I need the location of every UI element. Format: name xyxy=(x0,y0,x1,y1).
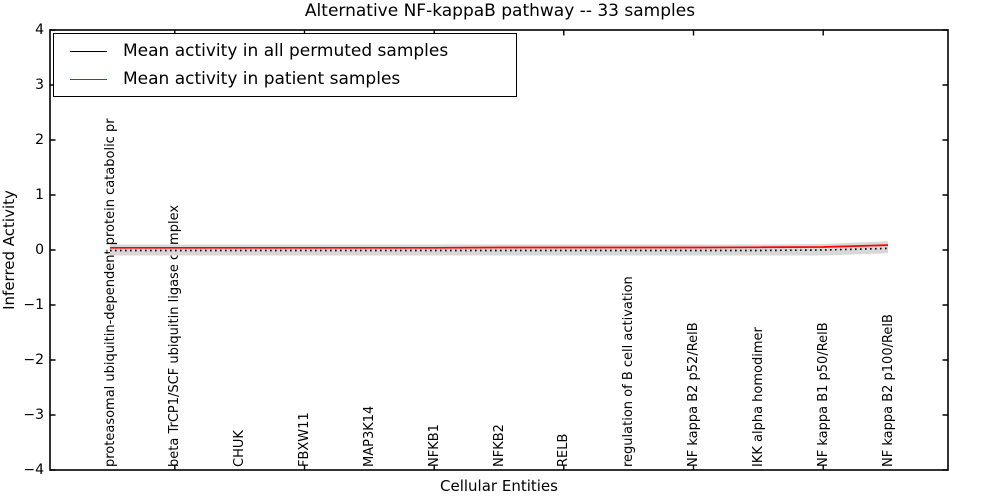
y-tick-label: 4 xyxy=(35,22,44,38)
chart-title: Alternative NF-kappaB pathway -- 33 samp… xyxy=(304,1,696,21)
y-tick-label: −4 xyxy=(23,462,44,478)
axis-frame xyxy=(49,29,949,471)
y-tick-label: −3 xyxy=(23,407,44,423)
y-tick-label: 0 xyxy=(35,242,44,258)
y-tick-label: 3 xyxy=(35,77,44,93)
y-tick-label: 1 xyxy=(35,187,44,203)
legend: Mean activity in all permuted samples Me… xyxy=(53,33,517,97)
legend-line-red-icon xyxy=(70,78,107,80)
y-tick-label: −1 xyxy=(23,297,44,313)
y-tick-label: −2 xyxy=(23,352,44,368)
legend-row-patient: Mean activity in patient samples xyxy=(54,69,516,89)
legend-row-permuted: Mean activity in all permuted samples xyxy=(54,41,516,61)
legend-label-patient: Mean activity in patient samples xyxy=(123,69,401,89)
legend-label-permuted: Mean activity in all permuted samples xyxy=(123,41,449,61)
line-patient-mean xyxy=(110,244,889,249)
x-axis-label: Cellular Entities xyxy=(440,477,558,495)
legend-line-black-icon xyxy=(70,50,107,52)
y-tick-label: 2 xyxy=(35,132,44,148)
